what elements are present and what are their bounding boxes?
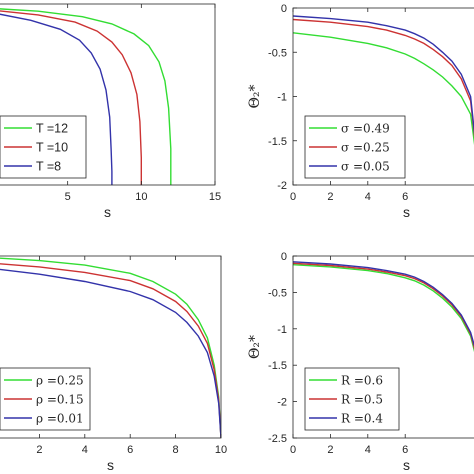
- legend-label: σ =0.25: [341, 141, 390, 155]
- plot-frame: [292, 255, 474, 439]
- x-axis-label: s: [104, 204, 111, 220]
- x-axis-label: s: [403, 204, 410, 220]
- y-axis-label: Θ₂*: [247, 335, 263, 359]
- x-tick-label: 4: [365, 191, 371, 203]
- y-tick-label: -2.5: [268, 433, 287, 445]
- x-tick-label: 4: [82, 444, 88, 456]
- legend-label: σ =0.05: [341, 160, 390, 174]
- x-tick-label: 0: [290, 444, 296, 456]
- legend-label: R =0.5: [341, 393, 383, 407]
- y-tick-label: -1.5: [268, 360, 287, 372]
- plot-frame: [0, 3, 216, 186]
- x-tick-label: 10: [215, 444, 227, 456]
- plot-frame: [0, 255, 222, 439]
- series-line-3: [0, 268, 221, 438]
- chart-panel-3: 2 4 6 8 10 s ρ =0.25 ρ =0.15 ρ =0.01: [0, 255, 227, 473]
- legend-label: ρ =0.01: [36, 412, 84, 426]
- legend-label: T =8: [36, 160, 61, 174]
- y-tick-label: 0: [281, 251, 287, 263]
- series-line-2: [293, 262, 474, 350]
- y-tick-label: -2: [277, 397, 287, 409]
- y-tick-label: -2: [277, 180, 287, 192]
- x-tick-label: 6: [402, 444, 408, 456]
- y-tick-label: -1: [277, 324, 287, 336]
- series-line-3: [293, 15, 474, 136]
- series-line-2: [293, 18, 474, 138]
- x-tick-label: 6: [127, 444, 133, 456]
- series-line-2: [0, 10, 142, 185]
- series-line-1: [293, 32, 474, 146]
- x-tick-label: 10: [135, 191, 147, 203]
- y-tick-label: -1: [277, 92, 287, 104]
- chart-panel-2: 0 2 4 6 0 -0.5 -1 -1.5 -2 s Θ₂* σ =0.49 σ =0.25 σ =0.…: [247, 3, 474, 220]
- x-tick-label: 4: [365, 444, 371, 456]
- x-tick-label: 2: [327, 191, 333, 203]
- series-line-1: [0, 8, 172, 185]
- chart-panel-4: 0 2 4 6 0 -0.5 -1 -1.5 -2 -2.5 s Θ₂* R =0.6 R =0.5 R =…: [247, 251, 474, 473]
- x-tick-label: 15: [209, 191, 221, 203]
- legend-label: R =0.4: [341, 412, 383, 426]
- x-axis-label: s: [403, 457, 410, 473]
- x-tick-label: 2: [327, 444, 333, 456]
- y-tick-label: 0: [281, 3, 287, 15]
- chart-panel-1: 5 10 15 s T =12 T =10 T =8: [0, 3, 221, 220]
- series-line-3: [293, 261, 474, 347]
- x-tick-label: 6: [402, 191, 408, 203]
- x-tick-label: 5: [65, 191, 71, 203]
- y-axis-label: Θ₂*: [247, 84, 263, 108]
- y-tick-label: -1.5: [268, 136, 287, 148]
- legend-label: σ =0.49: [341, 122, 390, 136]
- x-tick-label: 0: [290, 191, 296, 203]
- y-tick-label: -0.5: [268, 47, 287, 59]
- x-tick-label: 8: [173, 444, 179, 456]
- legend-label: ρ =0.15: [36, 393, 84, 407]
- x-tick-label: 2: [36, 444, 42, 456]
- series-line-1: [293, 264, 474, 353]
- x-axis-label: s: [107, 457, 114, 473]
- series-line-2: [0, 263, 221, 438]
- legend-box: [0, 115, 87, 179]
- legend-label: T =12: [36, 122, 68, 136]
- legend-label: R =0.6: [341, 374, 383, 388]
- y-tick-label: -0.5: [268, 287, 287, 299]
- series-line-3: [0, 13, 113, 185]
- legend-label: T =10: [36, 141, 68, 155]
- legend-label: ρ =0.25: [36, 374, 84, 388]
